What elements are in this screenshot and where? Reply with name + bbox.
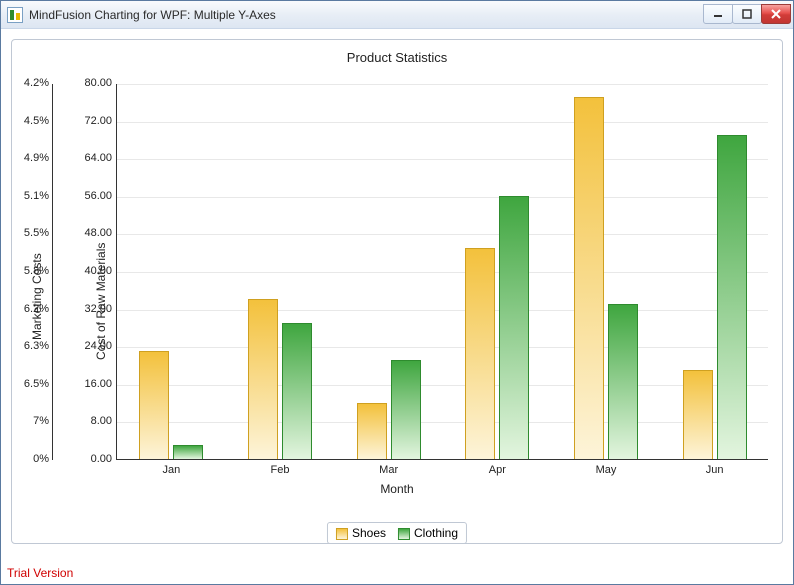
x-tick-label: Apr (489, 464, 506, 476)
gridline (117, 234, 768, 235)
y-inner-tick-label: 0.00 (78, 453, 112, 465)
x-tick-label: Jan (162, 464, 180, 476)
gridline (117, 84, 768, 85)
y-axis-outer (52, 84, 53, 460)
gridline (117, 422, 768, 423)
y-inner-tick-label: 48.00 (78, 227, 112, 239)
maximize-button[interactable] (732, 4, 762, 24)
y-outer-tick-label: 6.3% (19, 340, 49, 352)
x-tick-label: Mar (379, 464, 398, 476)
legend: Shoes Clothing (327, 522, 467, 544)
bar-shoes (465, 248, 495, 460)
gridline (117, 347, 768, 348)
gridline (117, 122, 768, 123)
bar-clothing (173, 445, 203, 459)
y-outer-tick-label: 4.9% (19, 152, 49, 164)
minimize-icon (713, 9, 723, 19)
maximize-icon (742, 9, 752, 19)
titlebar[interactable]: MindFusion Charting for WPF: Multiple Y-… (1, 1, 793, 29)
gridline (117, 197, 768, 198)
y-inner-tick-label: 32.00 (78, 303, 112, 315)
y-outer-tick-label: 6.5% (19, 378, 49, 390)
y-inner-tick-label: 56.00 (78, 190, 112, 202)
gridline (117, 385, 768, 386)
y-outer-tick-label: 6.2% (19, 303, 49, 315)
legend-swatch (336, 528, 348, 540)
y-inner-tick-label: 16.00 (78, 378, 112, 390)
chart-panel: Product Statistics Marketing Costs Cost … (11, 39, 783, 544)
y-inner-tick-label: 24.00 (78, 340, 112, 352)
minimize-button[interactable] (703, 4, 733, 24)
y-inner-tick-label: 80.00 (78, 77, 112, 89)
chart-title: Product Statistics (12, 50, 782, 65)
close-button[interactable] (761, 4, 791, 24)
y-outer-tick-label: 4.2% (19, 77, 49, 89)
y-inner-tick-label: 40.00 (78, 265, 112, 277)
window-controls (704, 5, 791, 24)
legend-item: Clothing (398, 526, 458, 540)
legend-label: Shoes (352, 526, 386, 540)
x-tick-label: Feb (271, 464, 290, 476)
y-outer-tick-label: 4.5% (19, 115, 49, 127)
y-outer-tick-label: 0% (19, 453, 49, 465)
bar-shoes (683, 370, 713, 459)
window-title: MindFusion Charting for WPF: Multiple Y-… (29, 8, 276, 22)
app-icon (7, 7, 23, 23)
legend-swatch (398, 528, 410, 540)
y-outer-tick-label: 5.5% (19, 227, 49, 239)
app-window: MindFusion Charting for WPF: Multiple Y-… (0, 0, 794, 585)
x-tick-label: May (596, 464, 617, 476)
gridline (117, 272, 768, 273)
y-inner-tick-label: 72.00 (78, 115, 112, 127)
bar-shoes (248, 299, 278, 459)
bar-clothing (608, 304, 638, 459)
plot-area: 0.008.0016.0024.0032.0040.0048.0056.0064… (116, 84, 768, 460)
bar-clothing (282, 323, 312, 459)
y-outer-tick-label: 5.1% (19, 190, 49, 202)
bar-shoes (574, 97, 604, 459)
client-area: Product Statistics Marketing Costs Cost … (1, 29, 793, 584)
legend-item: Shoes (336, 526, 386, 540)
x-axis-label: Month (12, 482, 782, 496)
y-outer-tick-label: 5.8% (19, 265, 49, 277)
close-icon (771, 9, 781, 19)
y-inner-tick-label: 64.00 (78, 152, 112, 164)
y-inner-tick-label: 8.00 (78, 415, 112, 427)
bar-clothing (717, 135, 747, 459)
trial-version-text: Trial Version (7, 566, 73, 580)
y-outer-tick-label: 7% (19, 415, 49, 427)
bar-shoes (357, 403, 387, 459)
bar-clothing (391, 360, 421, 459)
x-tick-label: Jun (706, 464, 724, 476)
bar-shoes (139, 351, 169, 459)
gridline (117, 310, 768, 311)
bar-clothing (499, 196, 529, 459)
legend-label: Clothing (414, 526, 458, 540)
gridline (117, 159, 768, 160)
